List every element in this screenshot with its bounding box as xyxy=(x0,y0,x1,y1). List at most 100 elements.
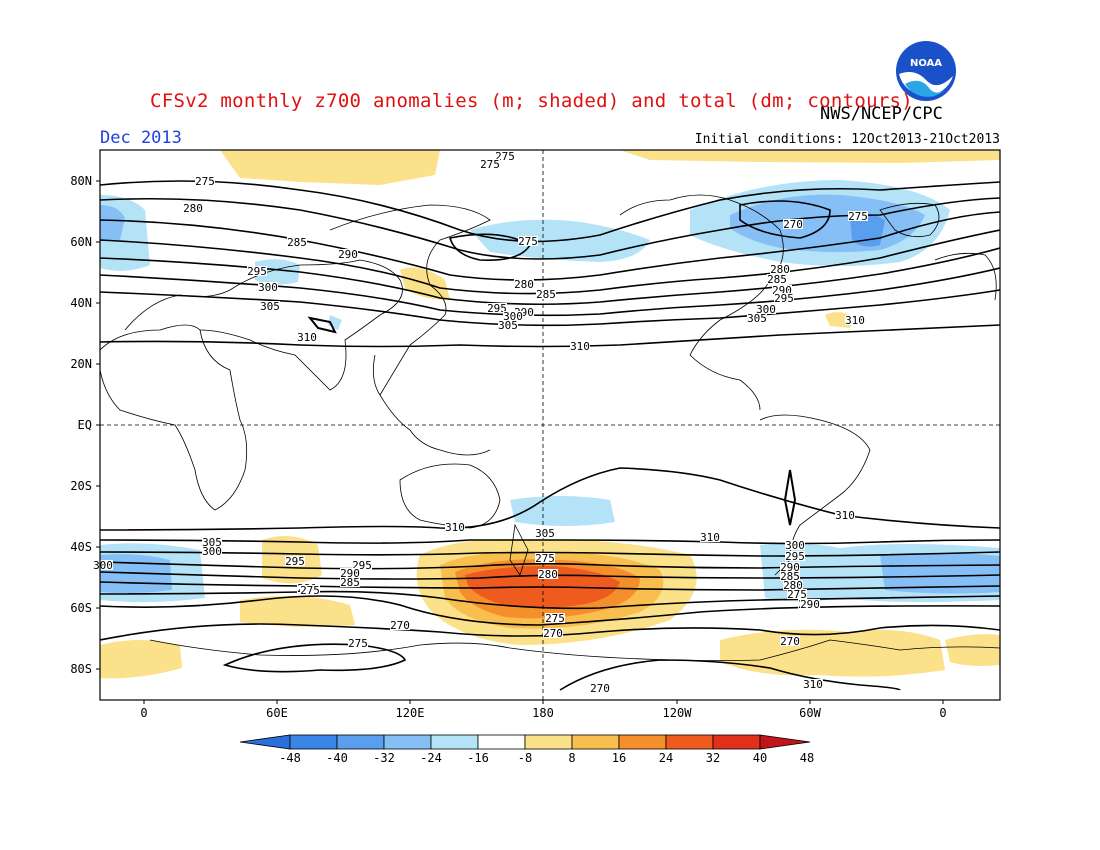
contour-label: 280 xyxy=(770,263,790,276)
contour-label: 275 xyxy=(535,552,555,565)
contour-label: 305 xyxy=(260,300,280,313)
contour-label: 310 xyxy=(570,340,590,353)
colorbar-label: 32 xyxy=(706,751,720,765)
contour-label: 285 xyxy=(536,288,556,301)
lat-tick-label: 80N xyxy=(70,174,92,188)
colorbar-label: -16 xyxy=(467,751,489,765)
contour-label: 300 xyxy=(785,539,805,552)
contour-label: 280 xyxy=(783,579,803,592)
colorbar-label: -8 xyxy=(518,751,532,765)
contour-label: 310 xyxy=(700,531,720,544)
lon-tick-label: 60E xyxy=(266,706,288,720)
colorbar-label: 24 xyxy=(659,751,673,765)
contour-label: 305 xyxy=(498,319,518,332)
colorbar-swatch xyxy=(571,734,620,750)
lon-tick-label: 60W xyxy=(799,706,821,720)
contour-label: 290 xyxy=(338,248,358,261)
colorbar-swatch xyxy=(430,734,479,750)
colorbar-min-arrow xyxy=(239,734,291,750)
contour-label: 275 xyxy=(848,210,868,223)
lon-tick-label: 180 xyxy=(532,706,554,720)
contour-label: 270 xyxy=(390,619,410,632)
contour-label: 290 xyxy=(780,561,800,574)
latitude-axis: 80N 60N 40N 20N EQ 20S 40S 60S 80S xyxy=(70,174,100,676)
colorbar-swatch xyxy=(524,734,573,750)
forecast-month: Dec 2013 xyxy=(100,128,182,148)
contour-label: 295 xyxy=(285,555,305,568)
contour-label: 295 xyxy=(774,292,794,305)
contour-label: 270 xyxy=(783,218,803,231)
contour-label: 270 xyxy=(780,635,800,648)
colorbar-swatch xyxy=(618,734,667,750)
colorbar-label: -32 xyxy=(373,751,395,765)
colorbar-label: -40 xyxy=(326,751,348,765)
colorbar: -48 -40 -32 -24 -16 -8 8 16 24 32 40 48 xyxy=(239,734,814,765)
lat-tick-label: 80S xyxy=(70,662,92,676)
contour-label: 270 xyxy=(543,627,563,640)
colorbar-label: 8 xyxy=(568,751,575,765)
contour-label: 275 xyxy=(518,235,538,248)
contour-label: 285 xyxy=(287,236,307,249)
contour-label: 310 xyxy=(445,521,465,534)
contour-label: 285 xyxy=(780,570,800,583)
lat-tick-label: 20N xyxy=(70,357,92,371)
colorbar-label: 48 xyxy=(800,751,814,765)
lon-tick-label: 120E xyxy=(396,706,425,720)
contour-label: 290 xyxy=(340,567,360,580)
figure-title: CFSv2 monthly z700 anomalies (m; shaded)… xyxy=(150,90,914,112)
contour-label: 305 xyxy=(535,527,555,540)
lat-tick-label: 60S xyxy=(70,601,92,615)
colorbar-swatch xyxy=(477,734,526,750)
contour-label: 295 xyxy=(785,550,805,563)
contour-label: 280 xyxy=(538,568,558,581)
colorbar-max-arrow xyxy=(759,734,811,750)
contour-label: 310 xyxy=(803,678,823,691)
contour-label: 310 xyxy=(297,331,317,344)
colorbar-swatch xyxy=(383,734,432,750)
contour-label: 300 xyxy=(756,303,776,316)
lat-tick-label: 40N xyxy=(70,296,92,310)
colorbar-label: 16 xyxy=(612,751,626,765)
colorbar-swatch xyxy=(336,734,385,750)
contour-label: 300 xyxy=(93,559,113,572)
longitude-axis: 0 60E 120E 180 120W 60W 0 xyxy=(140,700,947,720)
lat-tick-label: 20S xyxy=(70,479,92,493)
lon-tick-label: 0 xyxy=(939,706,946,720)
contour-label: 270 xyxy=(590,682,610,695)
contour-label: 290 xyxy=(800,598,820,611)
contour-label: 305 xyxy=(747,312,767,325)
lat-tick-label: 60N xyxy=(70,235,92,249)
contour-label: 275 xyxy=(300,584,320,597)
lat-tick-label: EQ xyxy=(78,418,92,432)
contour-label: 310 xyxy=(835,509,855,522)
logo-text: NOAA xyxy=(910,58,942,69)
contour-label: 295 xyxy=(247,265,267,278)
coastlines xyxy=(100,194,1000,662)
noaa-logo: NOAA xyxy=(896,41,956,101)
contour-label: 300 xyxy=(202,545,222,558)
contour-label: 295 xyxy=(487,302,507,315)
contour-label: 305 xyxy=(202,536,222,549)
contour-label: 275 xyxy=(545,612,565,625)
colorbar-swatch xyxy=(665,734,714,750)
lon-tick-label: 120W xyxy=(663,706,693,720)
contour-label: 275 xyxy=(195,175,215,188)
agency-label: NWS/NCEP/CPC xyxy=(820,104,943,124)
contour-label: 285 xyxy=(340,576,360,589)
colorbar-label: -24 xyxy=(420,751,442,765)
lat-tick-label: 40S xyxy=(70,540,92,554)
colorbar-swatch xyxy=(289,734,338,750)
contour-label: 285 xyxy=(767,273,787,286)
contour-label: 275 xyxy=(348,637,368,650)
contour-label: 300 xyxy=(258,281,278,294)
contour-label: 275 xyxy=(495,150,515,163)
colorbar-label: -48 xyxy=(279,751,301,765)
contour-label: 310 xyxy=(845,314,865,327)
contour-label: 275 xyxy=(787,588,807,601)
colorbar-swatch xyxy=(712,734,761,750)
contour-labels: 2752752802852902953003053102752802852902… xyxy=(93,150,868,695)
contour-label: 280 xyxy=(183,202,203,215)
contour-label: 275 xyxy=(480,158,500,171)
contour-label: 280 xyxy=(514,278,534,291)
